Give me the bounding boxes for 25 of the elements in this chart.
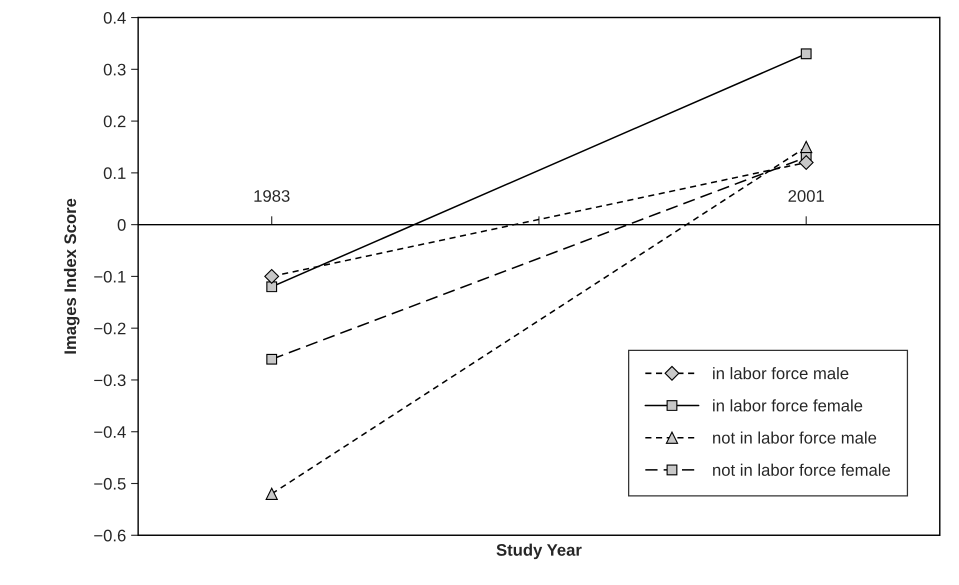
- point: [264, 268, 280, 284]
- y-axis-title: Images Index Score: [64, 198, 80, 354]
- y-tick-label: −0.4: [94, 426, 126, 438]
- y-tick-label: 0.2: [104, 115, 126, 128]
- legend-label: in labor force male: [713, 367, 848, 380]
- y-tick-label: −0.3: [94, 374, 126, 386]
- y-tick-label: 0.4: [104, 12, 126, 24]
- point: [266, 488, 278, 500]
- legend-label: not in labor force male: [713, 431, 876, 444]
- point: [800, 48, 812, 60]
- legend-label: not in labor force female: [713, 464, 890, 476]
- x-tick-label: 2001: [788, 190, 824, 202]
- y-tick-label: −0.2: [94, 322, 126, 334]
- x-axis-title: Study Year: [496, 544, 582, 560]
- legend-label: in labor force female: [713, 399, 862, 412]
- y-tick-label: −0.5: [94, 478, 126, 490]
- y-tick-label: 0: [118, 219, 126, 231]
- point: [800, 140, 812, 154]
- y-tick-label: −0.6: [94, 530, 126, 542]
- y-tick-label: −0.1: [94, 270, 126, 283]
- y-tick-label: 0.3: [104, 64, 126, 76]
- point: [266, 354, 278, 365]
- y-tick-label: 0.1: [104, 167, 126, 180]
- x-tick-label: 1983: [254, 190, 290, 202]
- point: [798, 155, 814, 170]
